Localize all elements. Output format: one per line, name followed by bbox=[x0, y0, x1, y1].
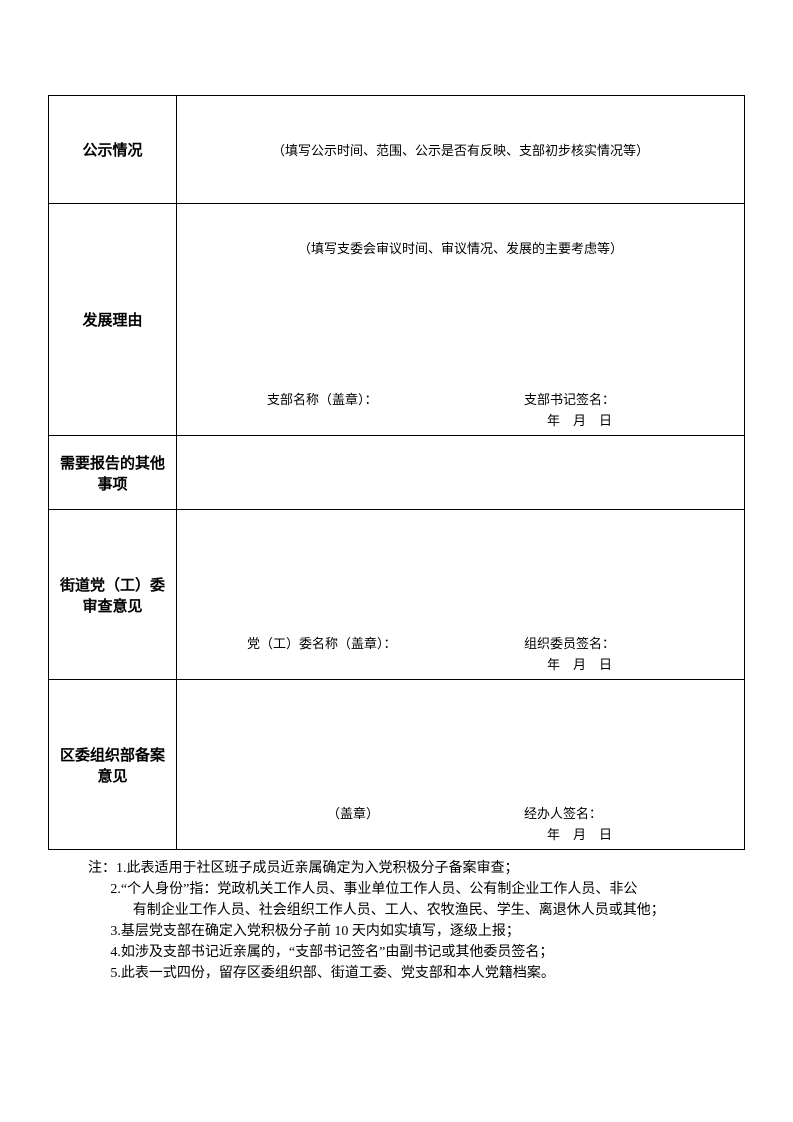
cell-street: 党（工）委名称（盖章）： 组织委员签名： 年 月 日 bbox=[177, 510, 745, 680]
sig-block-street: 党（工）委名称（盖章）： 组织委员签名： 年 月 日 bbox=[177, 633, 744, 673]
form-table: 公示情况 （填写公示时间、范围、公示是否有反映、支部初步核实情况等） 发展理由 … bbox=[48, 95, 745, 850]
label-other-text: 需要报告的其他事项 bbox=[60, 455, 165, 493]
note-1: 注：1.此表适用于社区班子成员近亲属确定为入党积极分子备案审查； bbox=[88, 858, 745, 879]
label-street-text: 街道党（工）委审查意见 bbox=[60, 577, 165, 615]
sig-district-right: 经办人签名： bbox=[524, 803, 704, 822]
sig-street-date: 年 月 日 bbox=[177, 654, 744, 673]
label-reason-text: 发展理由 bbox=[82, 312, 142, 329]
hint-publicity: （填写公示时间、范围、公示是否有反映、支部初步核实情况等） bbox=[181, 140, 740, 159]
sig-street-right: 组织委员签名： bbox=[524, 633, 704, 652]
cell-publicity: （填写公示时间、范围、公示是否有反映、支部初步核实情况等） bbox=[177, 96, 745, 204]
label-publicity-text: 公示情况 bbox=[82, 142, 142, 159]
label-publicity: 公示情况 bbox=[49, 96, 177, 204]
sig-street-left: 党（工）委名称（盖章）： bbox=[247, 633, 524, 652]
cell-other bbox=[177, 436, 745, 510]
note-5: 5.此表一式四份，留存区委组织部、街道工委、党支部和本人党籍档案。 bbox=[88, 963, 745, 984]
note-2b: 有制企业工作人员、社会组织工作人员、工人、农牧渔民、学生、离退休人员或其他； bbox=[88, 900, 745, 921]
sig-reason-right: 支部书记签名： bbox=[524, 389, 704, 408]
note-2a: 2.“个人身份”指：党政机关工作人员、事业单位工作人员、公有制企业工作人员、非公 bbox=[88, 879, 745, 900]
cell-reason: （填写支委会审议时间、审议情况、发展的主要考虑等） 支部名称（盖章）： 支部书记… bbox=[177, 204, 745, 436]
notes-prefix: 注： bbox=[88, 861, 116, 876]
sig-block-district: （盖章） 经办人签名： 年 月 日 bbox=[177, 803, 744, 843]
sig-district-date: 年 月 日 bbox=[177, 824, 744, 843]
label-district-text: 区委组织部备案意见 bbox=[60, 747, 165, 785]
sig-reason-left: 支部名称（盖章）： bbox=[267, 389, 524, 408]
note-4: 4.如涉及支部书记近亲属的，“支部书记签名”由副书记或其他委员签名； bbox=[88, 942, 745, 963]
notes-section: 注：1.此表适用于社区班子成员近亲属确定为入党积极分子备案审查； 2.“个人身份… bbox=[48, 858, 745, 984]
note-1-text: 1.此表适用于社区班子成员近亲属确定为入党积极分子备案审查； bbox=[116, 861, 519, 876]
label-district: 区委组织部备案意见 bbox=[49, 680, 177, 850]
sig-district-left: （盖章） bbox=[327, 803, 524, 822]
sig-block-reason: 支部名称（盖章）： 支部书记签名： 年 月 日 bbox=[177, 389, 744, 429]
hint-reason: （填写支委会审议时间、审议情况、发展的主要考虑等） bbox=[177, 238, 744, 257]
note-3: 3.基层党支部在确定入党积极分子前 10 天内如实填写，逐级上报； bbox=[88, 921, 745, 942]
label-other: 需要报告的其他事项 bbox=[49, 436, 177, 510]
label-reason: 发展理由 bbox=[49, 204, 177, 436]
sig-reason-date: 年 月 日 bbox=[177, 410, 744, 429]
label-street: 街道党（工）委审查意见 bbox=[49, 510, 177, 680]
cell-district: （盖章） 经办人签名： 年 月 日 bbox=[177, 680, 745, 850]
